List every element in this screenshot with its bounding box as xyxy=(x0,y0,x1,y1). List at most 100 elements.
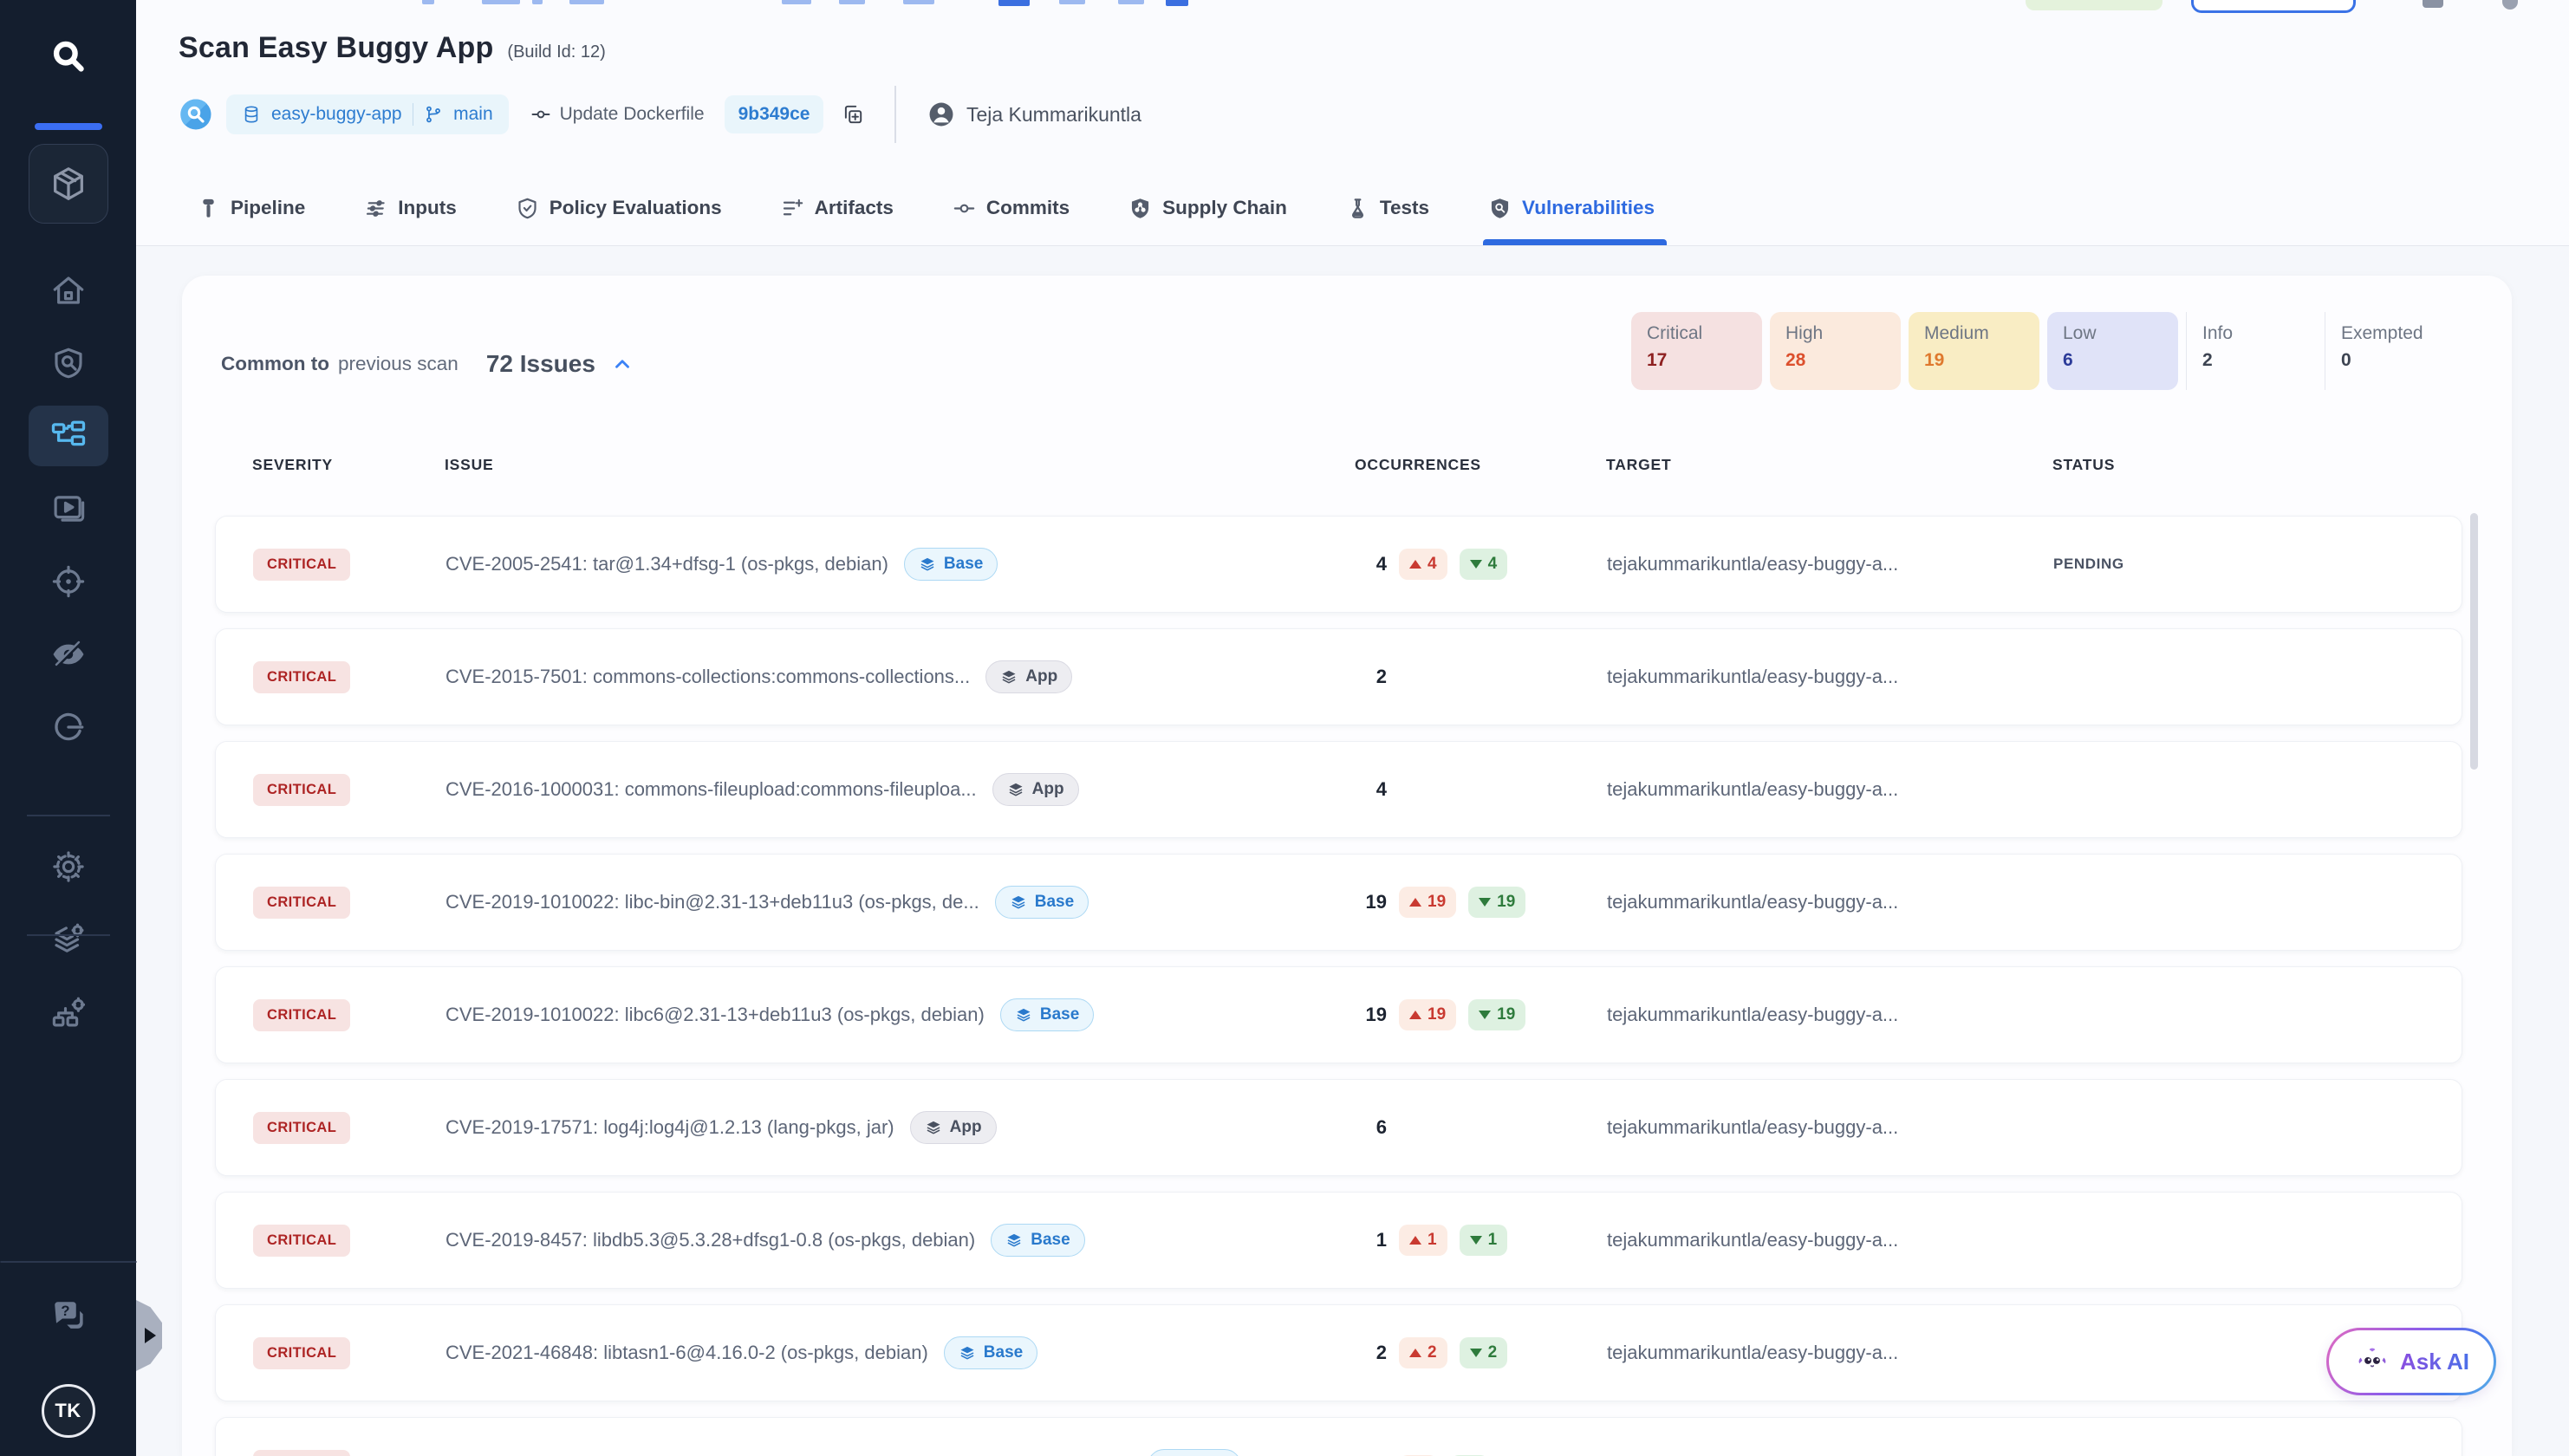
decrease-badge: 19 xyxy=(1468,999,1526,1030)
table-row[interactable]: CRITICAL CVE-2015-7501: commons-collecti… xyxy=(215,628,2462,725)
logo-active-indicator xyxy=(34,123,102,130)
chevron-up-icon[interactable] xyxy=(611,353,634,375)
issue-title[interactable]: CVE-2021-46848: libtasn1-6@4.16.0-2 (os-… xyxy=(446,1342,928,1363)
increase-value: 19 xyxy=(1428,1005,1447,1024)
cutoff-toolbar-fragment xyxy=(1059,0,1085,4)
target-name: tejakummarikuntla/easy-buggy-a... xyxy=(1607,778,1899,800)
sidebar-item-scan-shield[interactable] xyxy=(29,333,108,393)
severity-filter-critical[interactable]: Critical 17 xyxy=(1631,312,1762,390)
cutoff-toolbar-fragment xyxy=(1166,0,1188,6)
layer-badge: Base xyxy=(1148,1449,1242,1456)
issue-title[interactable]: CVE-2005-2541: tar@1.34+dfsg-1 (os-pkgs,… xyxy=(446,553,888,575)
product-switcher-button[interactable] xyxy=(28,144,108,224)
ask-ai-button[interactable]: Ask AI xyxy=(2326,1328,2496,1395)
triangle-up-icon xyxy=(1409,898,1421,907)
cutoff-toolbar-fragment xyxy=(1118,0,1144,4)
tab-supply-chain[interactable]: Supply Chain xyxy=(1128,171,1287,245)
gear-icon xyxy=(50,848,87,885)
target-name: tejakummarikuntla/easy-buggy-a... xyxy=(1607,553,1899,575)
column-header-status: STATUS xyxy=(2052,456,2116,473)
sidebar-item-layers-gear[interactable] xyxy=(29,909,108,970)
tab-pipeline[interactable]: Pipeline xyxy=(197,171,305,245)
issue-title[interactable]: CVE-2019-17571: log4j:log4j@1.2.13 (lang… xyxy=(446,1116,894,1138)
table-row[interactable]: CRITICAL CVE-2016-1000031: commons-fileu… xyxy=(215,741,2462,838)
sidebar-item-home[interactable] xyxy=(29,260,108,321)
occurrence-count: 2 xyxy=(1376,1342,1387,1363)
sidebar-expand-handle[interactable] xyxy=(136,1300,162,1371)
layers-gear-icon xyxy=(50,921,87,958)
ai-mascot-icon xyxy=(2353,1342,2391,1381)
decrease-value: 2 xyxy=(1487,1343,1498,1362)
column-header-severity: SEVERITY xyxy=(252,456,333,473)
branch-name[interactable]: main xyxy=(453,104,493,124)
layer-label: Base xyxy=(943,555,984,573)
user-avatar[interactable]: TK xyxy=(41,1384,95,1438)
issue-title[interactable]: CVE-2019-1010022: libc6@2.31-13+deb11u3 … xyxy=(446,1004,985,1025)
filter-count: 28 xyxy=(1785,350,1806,370)
filter-count: 6 xyxy=(2063,350,2073,370)
layer-label: Base xyxy=(983,1343,1024,1362)
tab-commits[interactable]: Commits xyxy=(953,171,1070,245)
table-row[interactable]: CRITICAL CVE-2019-17571: log4j:log4j@1.2… xyxy=(215,1079,2462,1176)
tab-policy-evaluations[interactable]: Policy Evaluations xyxy=(516,171,722,245)
repo-name[interactable]: easy-buggy-app xyxy=(271,104,402,124)
tab-tests[interactable]: Tests xyxy=(1346,171,1429,245)
table-row[interactable]: CRITICAL CVE-2005-2541: tar@1.34+dfsg-1 … xyxy=(215,516,2462,613)
decrease-value: 1 xyxy=(1487,1231,1498,1249)
tab-vulnerabilities[interactable]: Vulnerabilities xyxy=(1483,171,1667,245)
chat-help-icon xyxy=(50,1297,87,1334)
copy-sha-button[interactable] xyxy=(842,103,864,126)
sidebar-item-power[interactable] xyxy=(29,697,108,757)
decrease-value: 4 xyxy=(1487,555,1498,573)
table-scrollbar[interactable] xyxy=(2470,513,2478,770)
sidebar-item-network-gear[interactable] xyxy=(29,982,108,1043)
layer-label: App xyxy=(1031,780,1064,798)
user-icon xyxy=(927,100,956,129)
cutoff-outlined-button[interactable] xyxy=(2191,0,2356,13)
severity-filter-low[interactable]: Low 6 xyxy=(2047,312,2178,390)
severity-filter-high[interactable]: High 28 xyxy=(1770,312,1901,390)
severity-filter-info[interactable]: Info 2 xyxy=(2186,312,2317,390)
sidebar-item-play-box[interactable] xyxy=(29,478,108,539)
sidebar-item-target[interactable] xyxy=(29,551,108,612)
tab-bar: Pipeline Inputs Policy Evaluations Artif… xyxy=(136,171,2569,245)
copy-icon xyxy=(842,103,864,126)
sidebar-item-help[interactable] xyxy=(29,1285,108,1346)
cutoff-toolbar-icon[interactable] xyxy=(2423,0,2443,8)
severity-filter-exempted[interactable]: Exempted 0 xyxy=(2325,312,2455,390)
sidebar-item-workflow[interactable] xyxy=(28,406,108,466)
cutoff-toolbar-icon[interactable] xyxy=(2502,0,2518,10)
increase-value: 2 xyxy=(1428,1343,1437,1362)
issue-count: 72 Issues xyxy=(485,350,595,377)
table-row[interactable]: CRITICAL CVE-2019-8457: libdb5.3@5.3.28+… xyxy=(215,1192,2462,1289)
table-row[interactable]: CRITICAL Base xyxy=(215,1417,2462,1456)
commit-sha-chip[interactable]: 9b349ce xyxy=(724,95,824,133)
severity-filter-bar: Critical 17 High 28 Medium 19 Low 6 Info… xyxy=(1631,312,2455,390)
target-name: tejakummarikuntla/easy-buggy-a... xyxy=(1607,1004,1899,1025)
table-row[interactable]: CRITICAL CVE-2021-46848: libtasn1-6@4.16… xyxy=(215,1304,2462,1401)
issue-title[interactable]: CVE-2019-1010022: libc-bin@2.31-13+deb11… xyxy=(446,891,979,913)
sidebar-item-eye-off[interactable] xyxy=(29,624,108,685)
tab-label: Policy Evaluations xyxy=(549,197,722,218)
table-row[interactable]: CRITICAL CVE-2019-1010022: libc-bin@2.31… xyxy=(215,854,2462,951)
severity-filter-medium[interactable]: Medium 19 xyxy=(1909,312,2039,390)
page-title: Scan Easy Buggy App xyxy=(179,31,494,64)
triangle-down-icon xyxy=(1479,1011,1492,1019)
app-logo-shield-icon[interactable] xyxy=(36,23,101,95)
tab-inputs[interactable]: Inputs xyxy=(364,171,457,245)
table-row[interactable]: CRITICAL CVE-2019-1010022: libc6@2.31-13… xyxy=(215,966,2462,1063)
repo-branch-chip[interactable]: easy-buggy-app main xyxy=(226,94,509,134)
issue-title[interactable]: CVE-2015-7501: commons-collections:commo… xyxy=(446,666,971,687)
triangle-down-icon xyxy=(1469,1349,1482,1357)
issue-title[interactable]: CVE-2016-1000031: commons-fileupload:com… xyxy=(446,778,977,800)
sidebar-item-gear[interactable] xyxy=(29,836,108,897)
severity-badge: CRITICAL xyxy=(253,1449,351,1456)
increase-badge: 19 xyxy=(1399,887,1457,918)
layers-icon xyxy=(1010,894,1027,911)
increase-value: 4 xyxy=(1428,555,1437,573)
issue-title[interactable]: CVE-2019-8457: libdb5.3@5.3.28+dfsg1-0.8… xyxy=(446,1229,976,1251)
severity-badge: CRITICAL xyxy=(253,1111,351,1144)
tab-artifacts[interactable]: Artifacts xyxy=(781,171,894,245)
summary-scope: previous scan xyxy=(337,353,459,374)
tab-label: Commits xyxy=(985,197,1070,218)
